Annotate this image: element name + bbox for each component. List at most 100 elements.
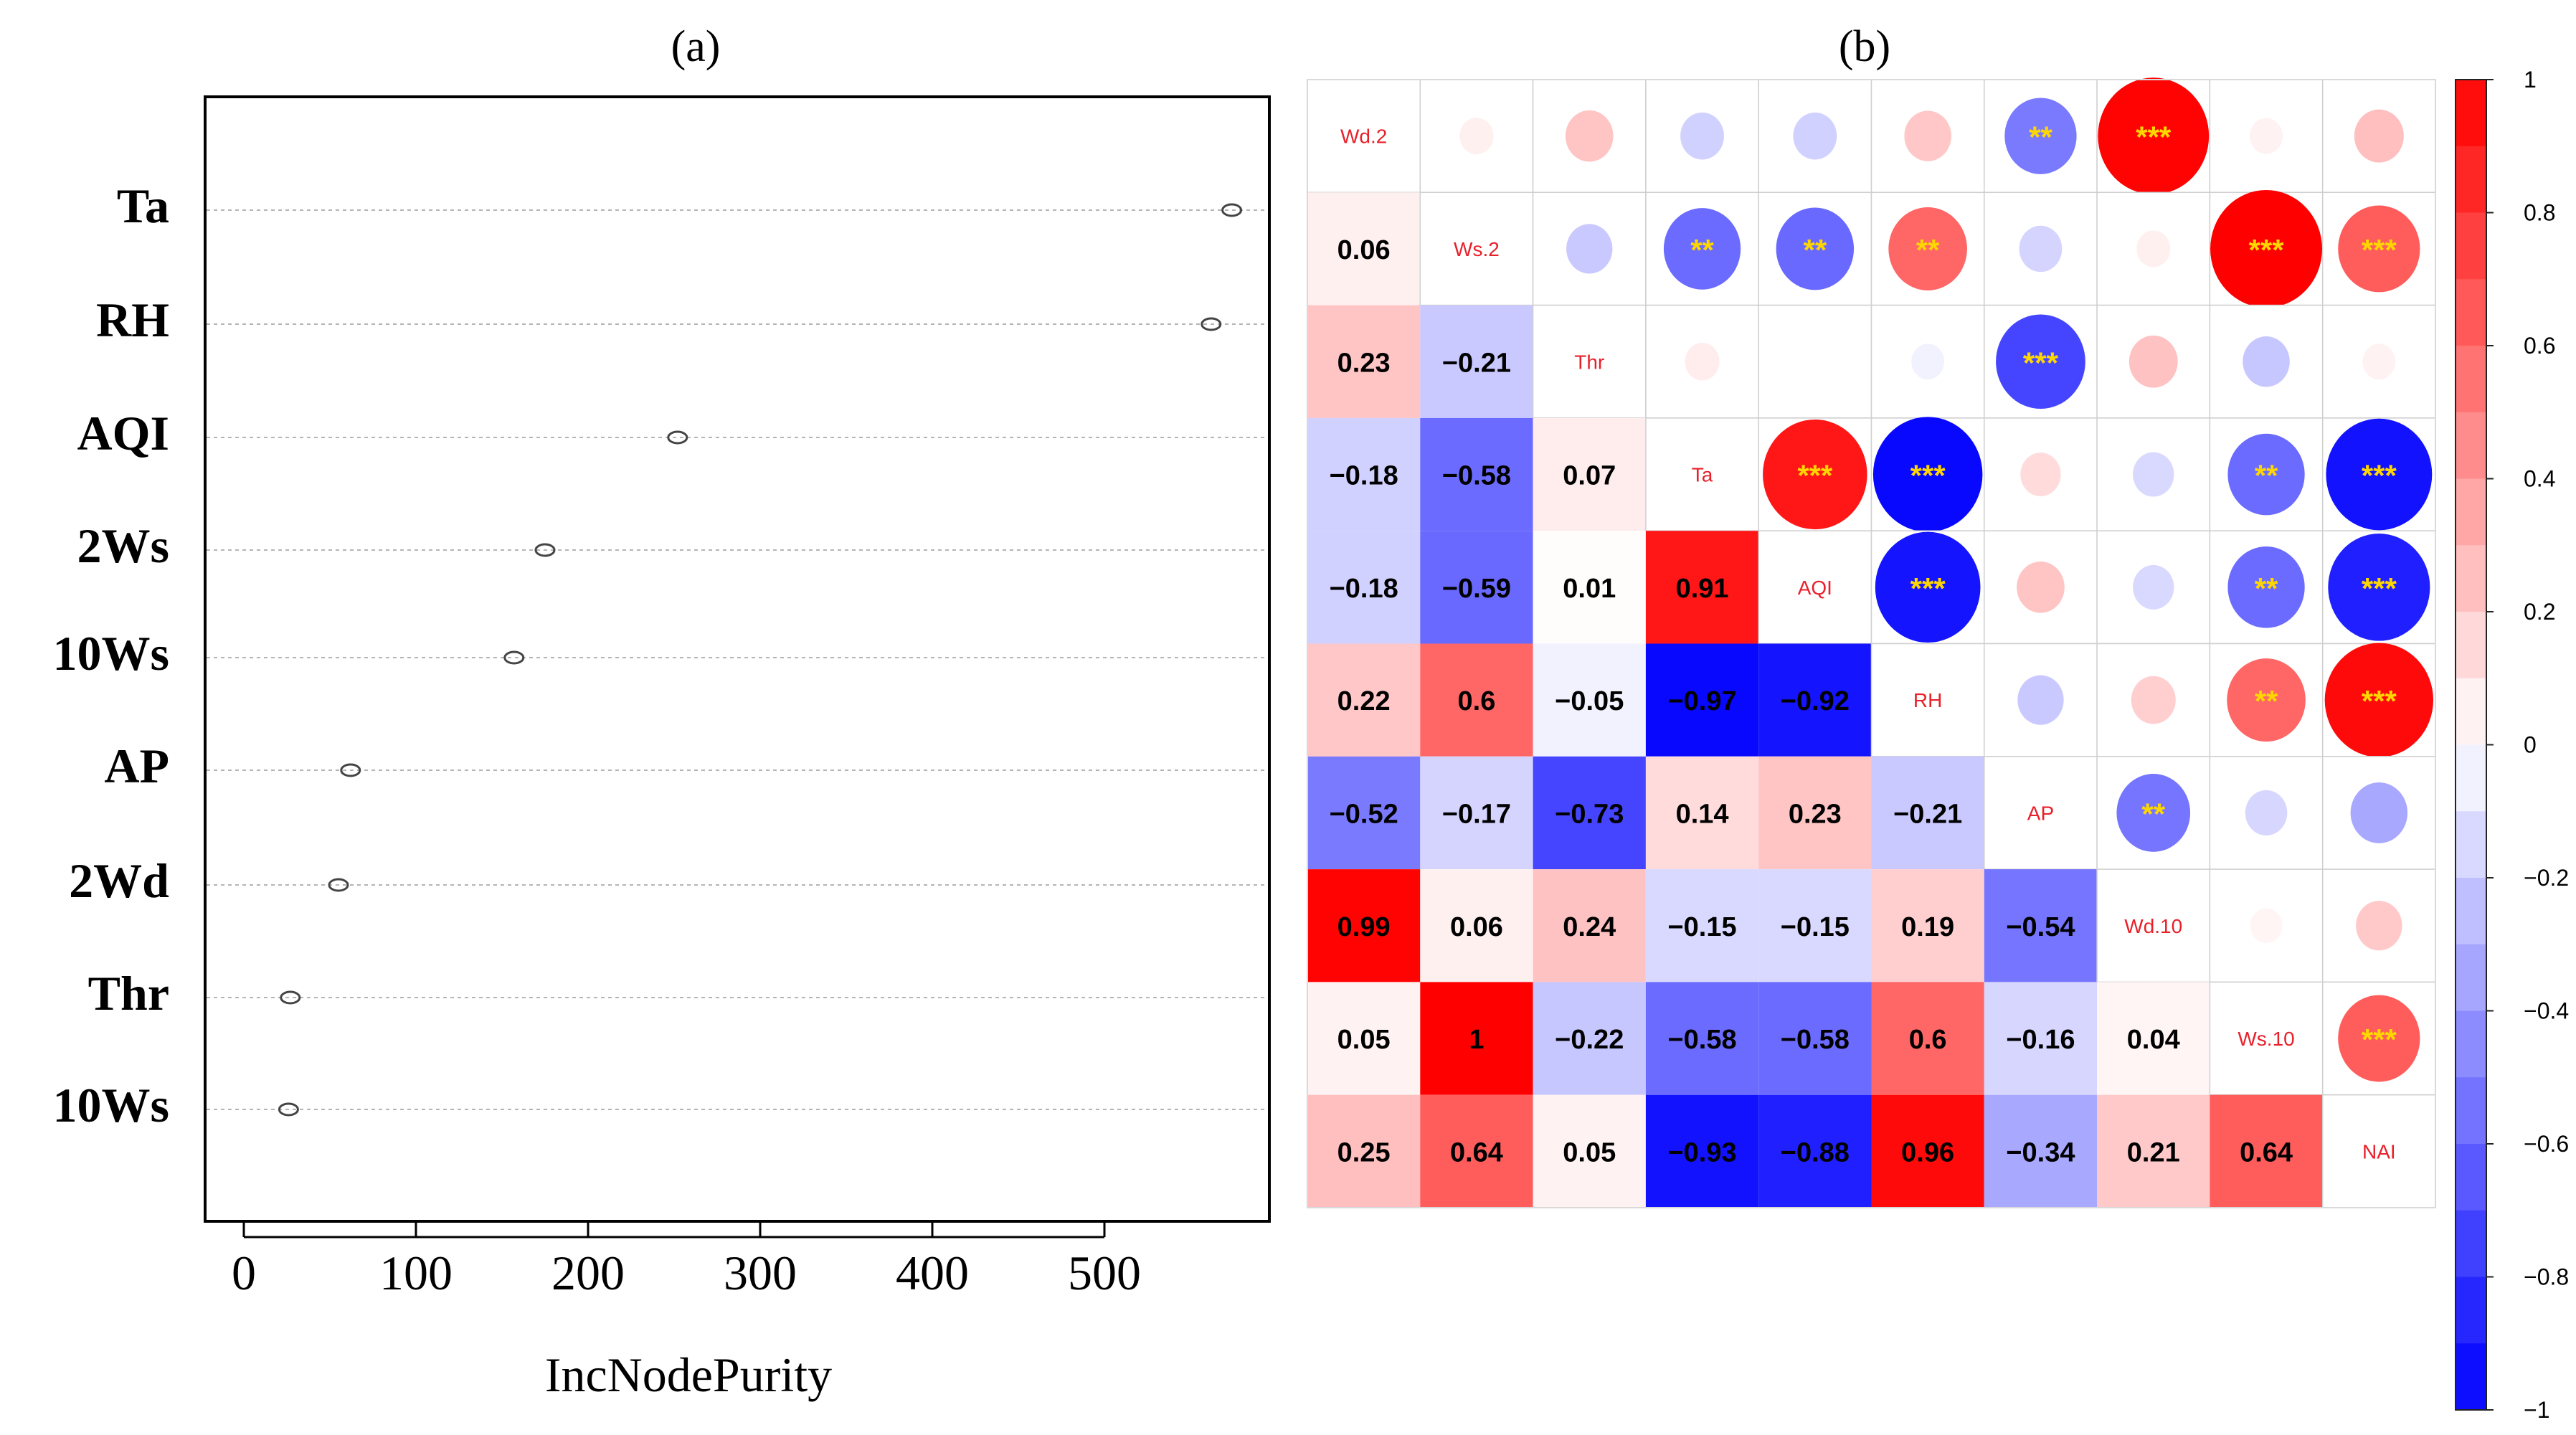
correlation-ellipse bbox=[2227, 658, 2306, 742]
heatmap-cell bbox=[1758, 982, 1872, 1095]
cell-value: 0.05 bbox=[1563, 1137, 1616, 1168]
correlation-ellipse bbox=[1566, 224, 1613, 274]
heatmap-cell bbox=[1420, 982, 1533, 1095]
correlation-ellipse bbox=[2131, 676, 2176, 724]
correlation-ellipse bbox=[2136, 230, 2171, 267]
significance-stars: ** bbox=[1690, 233, 1714, 267]
colorbar-segment bbox=[2456, 678, 2486, 746]
x-tick-label: 500 bbox=[1068, 1246, 1141, 1300]
colorbar: 1 0.8 0.6 0.4 0.2 0 −0.2 −0.4 −0.6 −0.8 −1 bbox=[2455, 67, 2569, 1423]
significance-stars: *** bbox=[1910, 572, 1946, 605]
correlation-ellipse bbox=[1663, 208, 1741, 290]
correlation-ellipse bbox=[1875, 531, 1981, 643]
cell-value: 0.07 bbox=[1563, 461, 1616, 491]
heatmap-cell bbox=[2210, 1094, 2323, 1208]
heatmap-cell bbox=[1984, 1094, 2098, 1208]
cell-value: 0.64 bbox=[2240, 1137, 2293, 1168]
correlation-ellipse bbox=[2328, 534, 2430, 641]
correlation-ellipse bbox=[2019, 225, 2063, 273]
colorbar-tick-label: −1 bbox=[2524, 1397, 2549, 1423]
colorbar-segment bbox=[2456, 412, 2486, 480]
significance-stars: *** bbox=[2362, 1023, 2397, 1056]
colorbar-segment bbox=[2456, 744, 2486, 812]
heatmap-cell bbox=[1758, 643, 1872, 757]
colorbar-segment bbox=[2456, 545, 2486, 612]
cell-value: 0.06 bbox=[1337, 235, 1391, 265]
cell-value: −0.88 bbox=[1781, 1137, 1850, 1168]
variable-label: Wd.10 bbox=[2124, 915, 2182, 937]
cell-value: 0.04 bbox=[2127, 1025, 2180, 1055]
significance-stars: ** bbox=[2141, 797, 2165, 830]
significance-stars: *** bbox=[1910, 459, 1946, 493]
heatmap-cell bbox=[1420, 531, 1533, 644]
data-point bbox=[328, 878, 349, 892]
heatmap-cell bbox=[1533, 643, 1646, 757]
correlation-ellipse bbox=[2017, 675, 2064, 725]
variable-label: NAI bbox=[2362, 1140, 2396, 1162]
diagonal-cell bbox=[1984, 756, 2098, 870]
heatmap-cell bbox=[1758, 1094, 1872, 1208]
cell-value: −0.58 bbox=[1442, 461, 1511, 491]
cell-value: 0.23 bbox=[1789, 799, 1842, 829]
colorbar-segment bbox=[2456, 478, 2486, 546]
heatmap-cell bbox=[1307, 305, 1421, 418]
cell-value: 0.96 bbox=[1901, 1137, 1954, 1168]
data-point bbox=[340, 763, 361, 777]
correlation-ellipse bbox=[2017, 562, 2065, 613]
colorbar-tick-label: 0.2 bbox=[2524, 599, 2555, 625]
correlation-ellipse bbox=[1776, 207, 1855, 290]
variable-label: RH bbox=[1913, 689, 1942, 711]
heatmap-cell bbox=[1420, 643, 1533, 757]
significance-stars: *** bbox=[1797, 459, 1833, 493]
heatmap-cell bbox=[1307, 756, 1421, 870]
correlation-ellipse bbox=[2338, 205, 2420, 293]
correlation-ellipse bbox=[2338, 995, 2420, 1082]
x-axis-title: IncNodePurity bbox=[545, 1348, 832, 1402]
heatmap-cell bbox=[1871, 869, 1984, 982]
cell-value: −0.21 bbox=[1442, 348, 1511, 378]
cell-value: 0.01 bbox=[1563, 574, 1616, 604]
heatmap-cell bbox=[1533, 982, 1646, 1095]
correlation-ellipse bbox=[1911, 344, 1945, 380]
correlation-ellipse bbox=[1996, 314, 2085, 409]
significance-stars: *** bbox=[2249, 233, 2285, 267]
diagonal-cell bbox=[2096, 868, 2211, 983]
heatmap-cell bbox=[1307, 982, 1421, 1095]
correlation-ellipse bbox=[2227, 546, 2305, 628]
colorbar-segment bbox=[2456, 1010, 2486, 1078]
cell-value: −0.18 bbox=[1330, 574, 1398, 604]
significance-stars: ** bbox=[2255, 459, 2278, 493]
cell-value: 0.22 bbox=[1337, 686, 1391, 716]
correlation-ellipse bbox=[2356, 901, 2402, 951]
diagonal-cell bbox=[1870, 643, 1985, 757]
significance-stars: ** bbox=[1803, 233, 1827, 267]
correlation-ellipse bbox=[2362, 344, 2396, 380]
heatmap-cell bbox=[1871, 756, 1984, 870]
heatmap-cell bbox=[1645, 869, 1759, 982]
correlation-ellipse bbox=[1763, 419, 1867, 530]
correlation-ellipse bbox=[2354, 109, 2404, 163]
ellipse-cell bbox=[1758, 304, 1872, 419]
cell-value: 0.05 bbox=[1337, 1025, 1391, 1055]
colorbar-tick-label: −0.4 bbox=[2524, 998, 2569, 1024]
data-point bbox=[1201, 317, 1222, 331]
heatmap-cell bbox=[1420, 305, 1533, 418]
cell-value: 0.99 bbox=[1337, 912, 1391, 942]
correlation-ellipse bbox=[2004, 98, 2077, 174]
x-tick-label: 100 bbox=[379, 1246, 453, 1300]
variable-label: AQI bbox=[1798, 577, 1832, 599]
category-label: 10Ws bbox=[53, 626, 169, 681]
heatmap-cell bbox=[1307, 531, 1421, 644]
heatmap-cell bbox=[1871, 982, 1984, 1095]
correlation-ellipse bbox=[1872, 417, 1983, 532]
correlation-ellipse bbox=[2227, 433, 2305, 516]
heatmap-cell bbox=[1645, 756, 1759, 870]
significance-stars: ** bbox=[2255, 684, 2278, 718]
cell-value: −0.73 bbox=[1555, 799, 1624, 829]
correlation-ellipse bbox=[2250, 908, 2283, 944]
colorbar-segment bbox=[2456, 878, 2486, 945]
variable-label: Ws.2 bbox=[1454, 238, 1500, 260]
correlation-ellipse bbox=[1793, 112, 1837, 160]
colorbar-segment bbox=[2456, 80, 2486, 147]
